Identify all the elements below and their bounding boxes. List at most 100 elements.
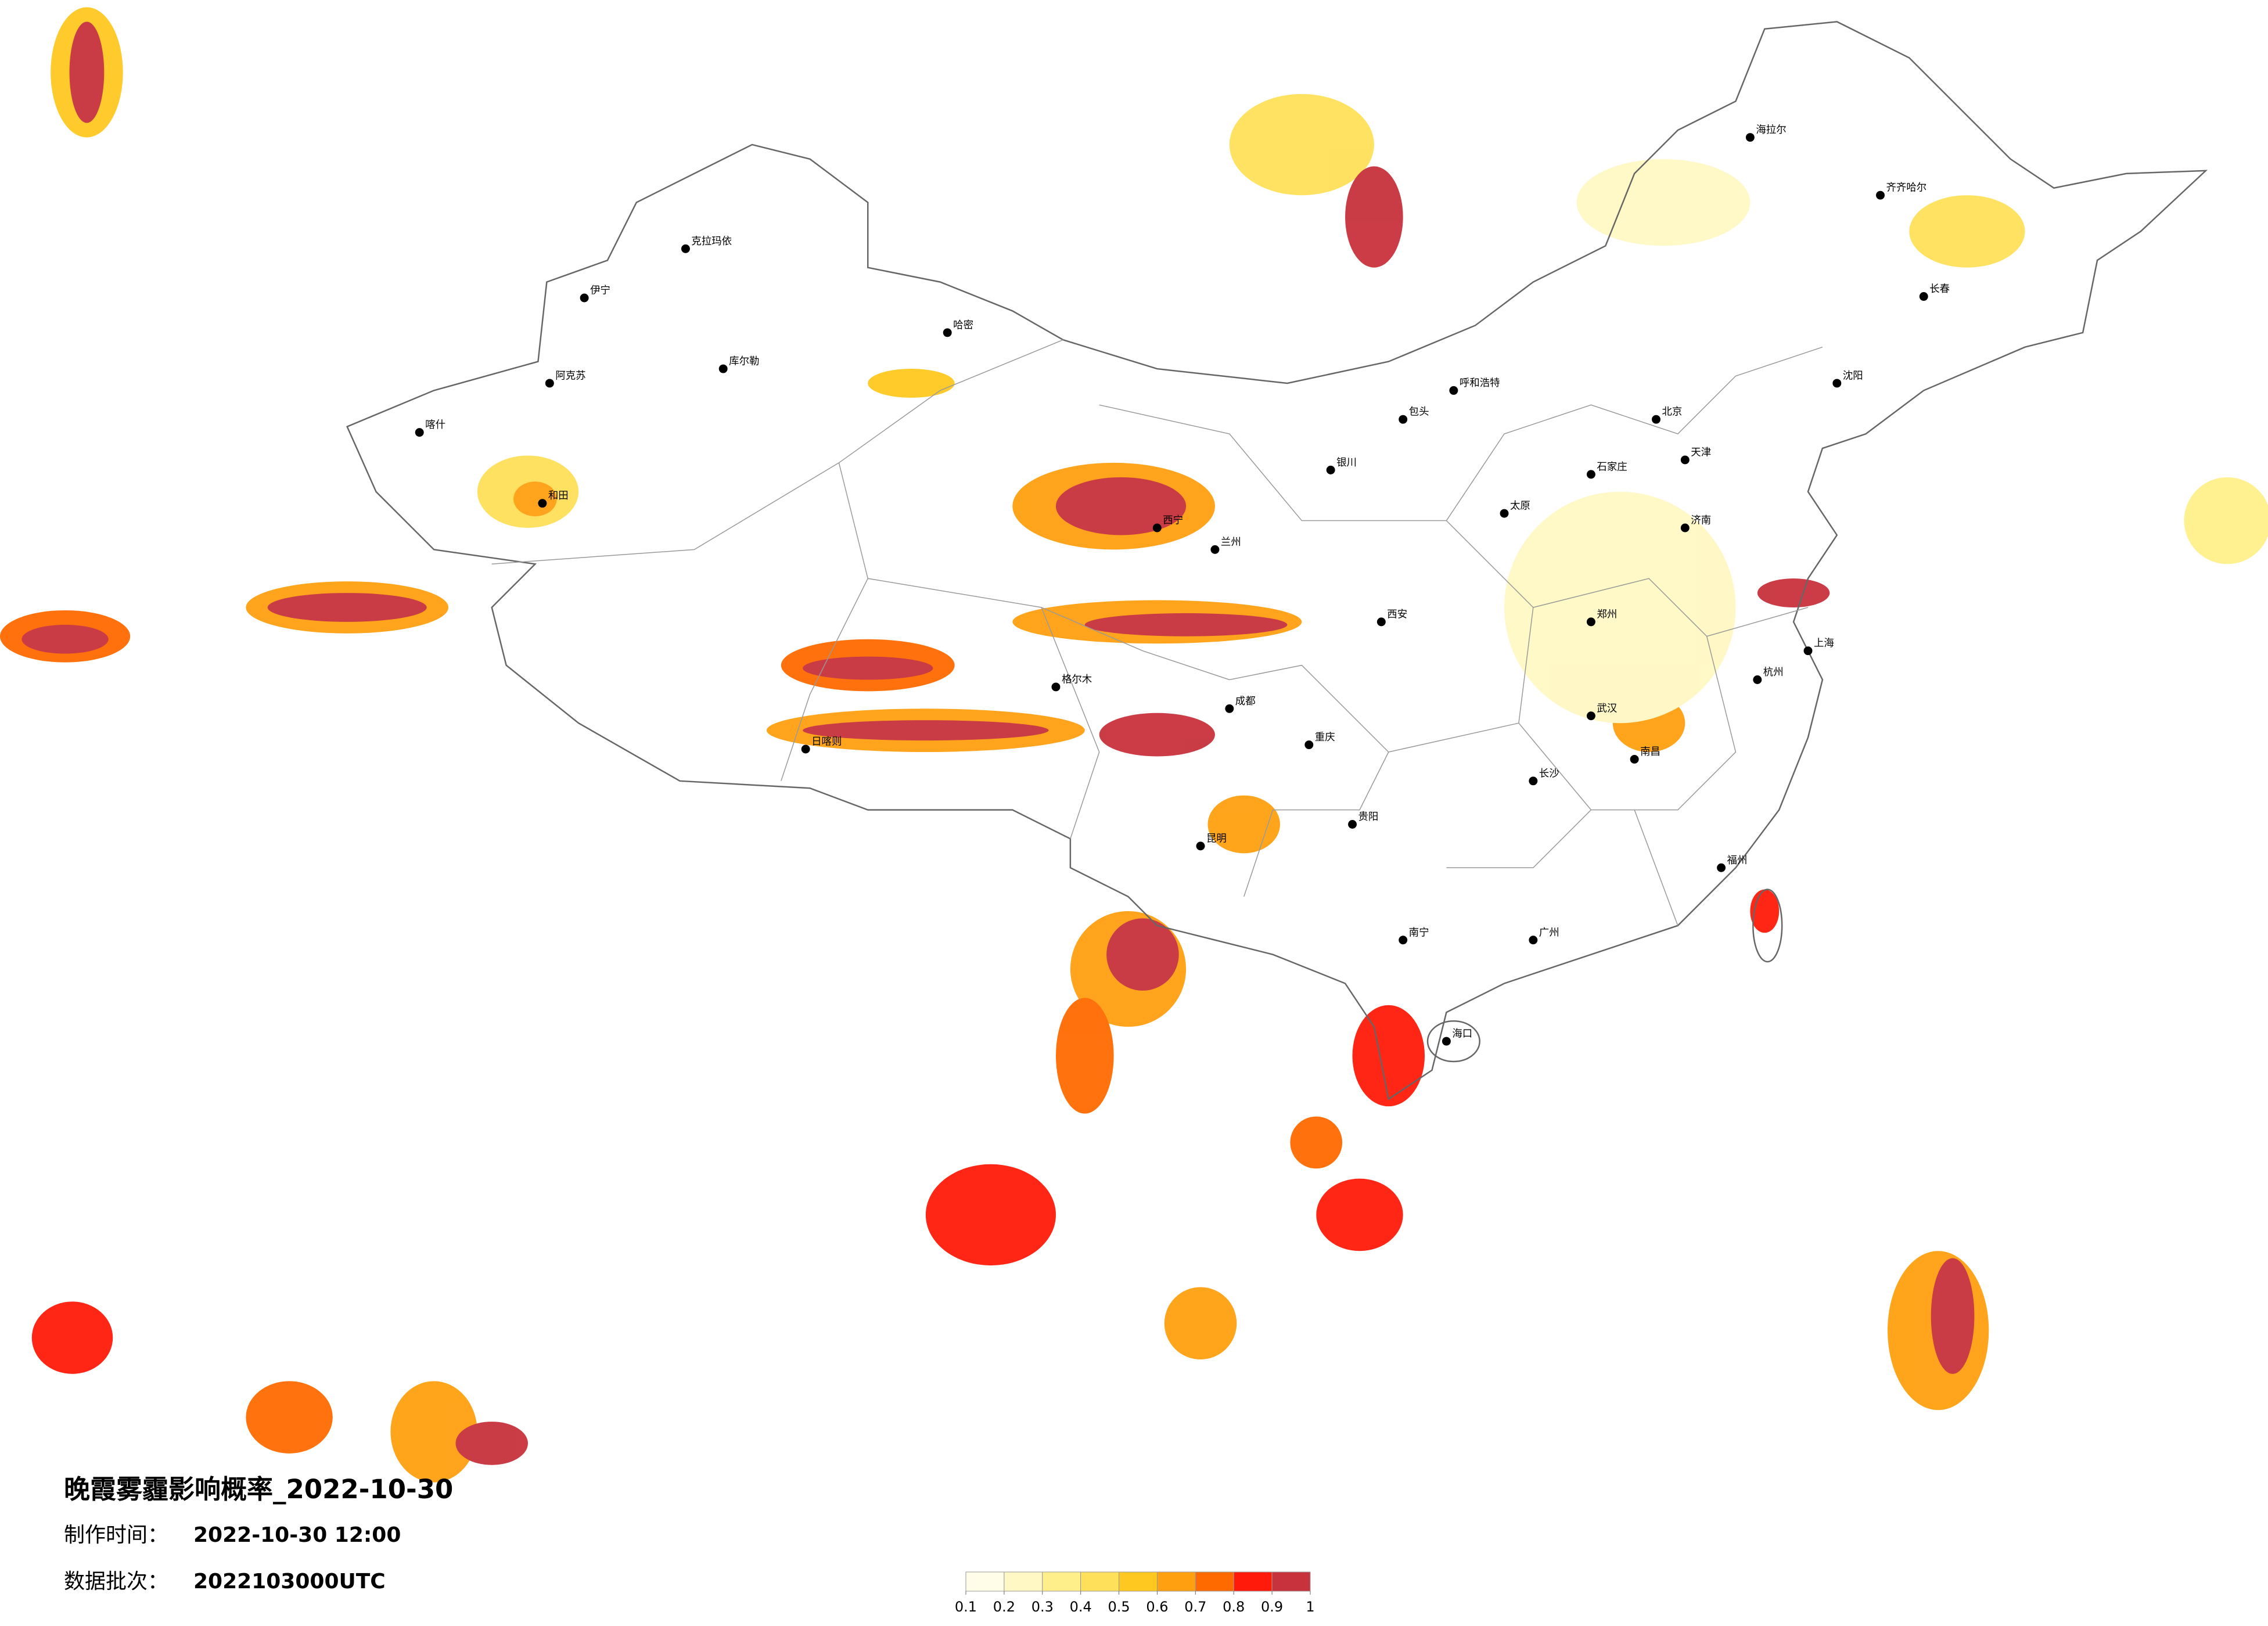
city-dot (1326, 465, 1335, 474)
city-dot (1680, 523, 1690, 533)
info-value: 2022-10-30 12:00 (193, 1523, 401, 1547)
info-label: 制作时间： (64, 1523, 168, 1547)
colorbar-swatch (965, 1571, 1005, 1592)
city-dot (718, 364, 728, 373)
city-dot (1529, 936, 1538, 945)
city-dot (1832, 379, 1842, 388)
colorbar-swatch (1233, 1571, 1273, 1592)
city-label: 沈阳 (1843, 370, 1863, 382)
boundaries (346, 21, 2208, 1100)
info-label: 数据批次： (64, 1570, 168, 1593)
city-label: 上海 (1814, 638, 1834, 649)
colorbar-tick-label: 0.8 (1223, 1599, 1245, 1615)
city-dot (1753, 675, 1762, 684)
city-dot (1876, 190, 1885, 200)
city-label: 海口 (1452, 1028, 1472, 1040)
city-dot (943, 328, 952, 337)
city-label: 呼和浩特 (1460, 377, 1500, 389)
city-dot (1442, 1037, 1451, 1046)
city-dot (1399, 415, 1408, 424)
city-label: 兰州 (1221, 537, 1241, 548)
city-label: 济南 (1691, 515, 1711, 527)
city-label: 阿克苏 (555, 370, 585, 382)
city-dot (1449, 386, 1458, 395)
city-label: 和田 (548, 490, 569, 502)
city-label: 格尔木 (1062, 674, 1092, 685)
city-dot (1348, 820, 1357, 829)
city-dot (1304, 740, 1314, 750)
city-dot (1051, 682, 1061, 692)
city-label: 南宁 (1409, 927, 1429, 938)
city-label: 伊宁 (590, 285, 610, 297)
city-dot (1225, 704, 1234, 713)
city-dot (545, 379, 554, 388)
island (1426, 1020, 1480, 1063)
city-label: 喀什 (425, 419, 445, 431)
colorbar-tick-label: 1 (1306, 1599, 1314, 1615)
heat-patches (0, 7, 2268, 1483)
city-label: 北京 (1662, 406, 1682, 418)
city-dot (1529, 776, 1538, 786)
city-dot (1152, 523, 1162, 533)
city-label: 郑州 (1597, 609, 1617, 620)
city-dot (1717, 863, 1726, 872)
colorbar-tick-label: 0.4 (1070, 1599, 1092, 1615)
city-label: 哈密 (953, 319, 973, 331)
city-dot (1196, 841, 1205, 851)
province-lines (491, 339, 1823, 926)
city-label: 成都 (1235, 696, 1256, 707)
city-label: 昆明 (1206, 833, 1227, 844)
colorbar-swatch (1042, 1571, 1081, 1592)
city-label: 太原 (1510, 501, 1530, 512)
colorbar-tick-label: 0.5 (1108, 1599, 1130, 1615)
city-label: 武汉 (1597, 703, 1617, 714)
colorbar-tick-label: 0.7 (1184, 1599, 1206, 1615)
city-label: 克拉玛依 (691, 236, 732, 247)
city-label: 南昌 (1640, 746, 1660, 758)
city-dot (1586, 617, 1595, 627)
city-dot (801, 744, 810, 754)
colorbar-swatch (1080, 1571, 1120, 1592)
city-label: 福州 (1727, 855, 1748, 866)
city-label: 长春 (1929, 283, 1950, 295)
city-dot (1919, 292, 1928, 301)
city-dot (1376, 617, 1386, 627)
city-dot (681, 244, 690, 253)
colorbar-swatch (1271, 1571, 1311, 1592)
colorbar-swatch (1119, 1571, 1158, 1592)
city-dot (415, 428, 424, 437)
city-dot (1586, 711, 1595, 721)
colorbar: 0.1 0.2 0.3 0.4 0.5 0.6 0.7 0.8 0.9 1 (955, 1571, 1315, 1615)
city-label: 贵阳 (1358, 811, 1378, 823)
city-label: 长沙 (1539, 768, 1559, 779)
city-label: 银川 (1336, 457, 1357, 469)
colorbar-tick-label: 0.2 (993, 1599, 1015, 1615)
city-label: 库尔勒 (729, 356, 759, 368)
island (1752, 888, 1783, 963)
city-dot (1500, 509, 1509, 518)
city-label: 重庆 (1315, 732, 1335, 743)
colorbar-swatch (1156, 1571, 1196, 1592)
city-label: 西宁 (1163, 515, 1183, 527)
city-label: 杭州 (1763, 667, 1784, 678)
city-label: 广州 (1539, 927, 1559, 938)
city-label: 海拉尔 (1756, 124, 1786, 136)
city-dot (1210, 545, 1220, 554)
colorbar-tick-label: 0.6 (1146, 1599, 1168, 1615)
city-label: 包头 (1409, 406, 1429, 418)
city-label: 齐齐哈尔 (1886, 182, 1926, 194)
city-dot (1803, 646, 1813, 656)
city-label: 西安 (1387, 609, 1407, 620)
info-value: 2022103000UTC (193, 1570, 386, 1593)
city-dot (580, 293, 589, 303)
colorbar-tick-label: 0.3 (1031, 1599, 1054, 1615)
city-dot (538, 499, 547, 508)
title-block: 晚霞雾霾影响概率_2022-10-30 制作时间： 2022-10-30 12:… (64, 1474, 453, 1593)
city-label: 日喀则 (811, 736, 842, 748)
city-dot (1586, 470, 1595, 479)
city-dot (1745, 133, 1755, 142)
